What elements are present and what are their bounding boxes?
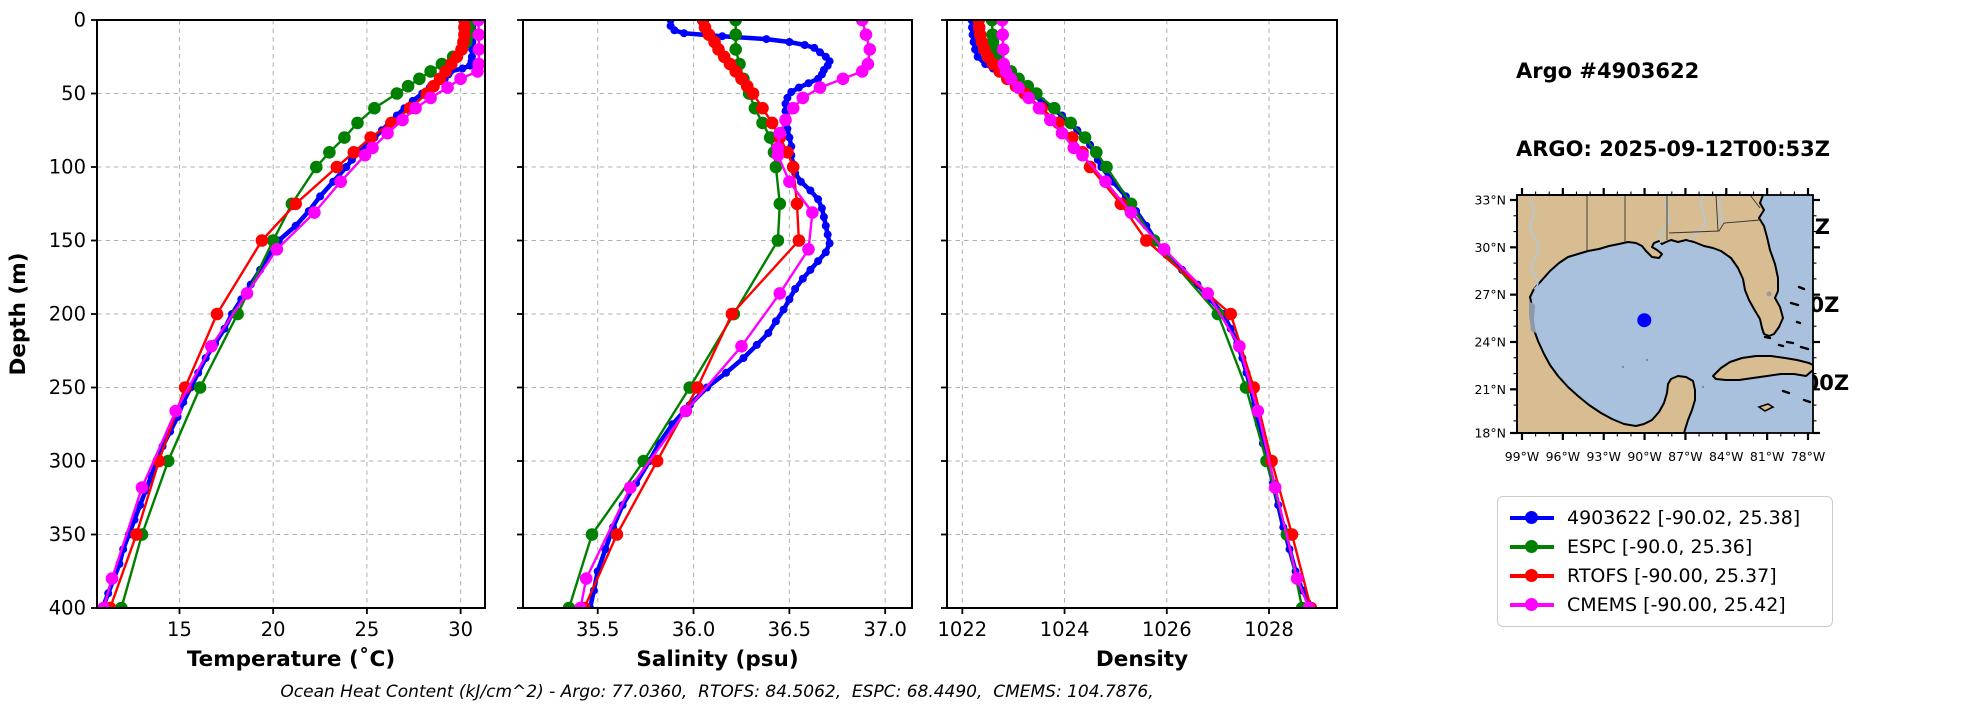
x-tick-label: 36.5 (768, 618, 811, 641)
depth-tick-label: 50 (61, 82, 86, 105)
map-axis-labels: 99°W 96°W 93°W 90°W 87°W 84°W 81°W 78°W 33°N 30°N… (1474, 193, 1825, 465)
depth-tick-label: 0 (74, 9, 86, 32)
map-lon-label: 87°W (1668, 449, 1703, 464)
page-title: Argo #4903622 (1516, 59, 1700, 83)
legend-label: 4903622 [-90.02, 25.38] (1567, 507, 1801, 529)
legend-swatch-cmems (1510, 598, 1554, 611)
depth-tick-label: 150 (49, 229, 86, 252)
x-tick-label: 25 (354, 618, 379, 641)
legend-swatch-rtofs (1510, 569, 1554, 582)
legend-swatch-argo (1510, 511, 1554, 524)
x-tick-label: 15 (167, 618, 192, 641)
legend-item-cmems: CMEMS [-90.00, 25.42] (1510, 593, 1820, 617)
profile-charts-figure: 15 20 25 30050100150200250300350400Temperat… (6, 9, 1338, 702)
panel-frame (96, 19, 486, 609)
axis-label-density: Density (1096, 647, 1188, 672)
map-lon-label: 81°W (1750, 449, 1785, 464)
legend-label: CMEMS [-90.00, 25.42] (1567, 594, 1786, 616)
map-frame (1516, 194, 1814, 434)
gulf-of-mexico-map: 99°W 96°W 93°W 90°W 87°W 84°W 81°W 78°W 33°N 30°N… (1474, 188, 1825, 465)
x-tick-label: 1022 (938, 618, 988, 641)
legend-label: RTOFS [-90.00, 25.37] (1567, 565, 1777, 587)
map-rivers (1528, 194, 1724, 290)
panel-salinity: 35.5 36.0 36.5 37.0 Salinity (psu) (517, 19, 913, 672)
depth-tick-label: 100 (49, 156, 86, 179)
map-lon-label: 93°W (1586, 449, 1621, 464)
map-lat-label: 33°N (1474, 193, 1506, 208)
map-speck (1621, 365, 1625, 369)
timestamp-argo: ARGO: 2025-09-12T00:53Z (1516, 137, 1830, 161)
map-lat-label: 27°N (1474, 287, 1506, 302)
map-city-dot (1766, 291, 1772, 297)
map-land-north-america (1516, 194, 1784, 434)
x-tick-label: 1024 (1040, 618, 1090, 641)
series-4903622-line (969, 20, 1315, 608)
map-lon-label: 96°W (1546, 449, 1581, 464)
depth-tick-label: 400 (49, 597, 86, 620)
depth-tick-label: 250 (49, 376, 86, 399)
float-location-marker (1637, 313, 1652, 328)
map-speck (1645, 358, 1649, 362)
panel-frame (522, 19, 913, 609)
axis-label-depth: Depth (m) (6, 253, 31, 376)
axis-label-temperature: Temperature (˚C) (187, 647, 395, 672)
x-tick-label: 1028 (1244, 618, 1294, 641)
legend-item-rtofs: RTOFS [-90.00, 25.37] (1510, 564, 1820, 588)
depth-tick-label: 200 (49, 303, 86, 326)
series-cmems-markers (574, 20, 877, 608)
x-tick-label: 36.0 (672, 618, 715, 641)
x-tick-label: 1026 (1142, 618, 1192, 641)
panel-temperature: 15 20 25 30050100150200250300350400Temperat… (49, 9, 486, 672)
legend-item-espc: ESPC [-90.0, 25.36] (1510, 535, 1820, 559)
legend-label: ESPC [-90.0, 25.36] (1567, 536, 1753, 558)
legend-box: 4903622 [-90.02, 25.38] ESPC [-90.0, 25.… (1497, 496, 1833, 627)
map-lon-label: 90°W (1627, 449, 1662, 464)
map-lat-label: 21°N (1474, 382, 1506, 397)
map-ticks (1510, 188, 1820, 440)
legend-swatch-espc (1510, 540, 1554, 553)
depth-tick-label: 300 (49, 450, 86, 473)
map-lat-label: 30°N (1474, 240, 1506, 255)
x-tick-label: 35.5 (576, 618, 619, 641)
map-lat-label: 24°N (1474, 334, 1506, 349)
map-lon-label: 78°W (1791, 449, 1826, 464)
x-tick-label: 20 (261, 618, 286, 641)
map-speck (1701, 385, 1705, 389)
map-lon-label: 99°W (1505, 449, 1540, 464)
series-rtofs-markers (103, 20, 471, 608)
series-cmems-markers (995, 20, 1316, 608)
map-lat-label: 18°N (1474, 426, 1506, 441)
x-tick-label: 30 (448, 618, 473, 641)
map-island (1757, 403, 1775, 412)
series-cmems-markers (97, 20, 485, 608)
axis-label-salinity: Salinity (psu) (636, 647, 798, 672)
map-state-borders (1586, 194, 1761, 251)
legend-item-argo: 4903622 [-90.02, 25.38] (1510, 506, 1820, 530)
series-rtofs-markers (578, 20, 806, 608)
panel-density: 1022 1024 1026 1028 Density (938, 19, 1338, 672)
ocean-heat-content-text: Ocean Heat Content (kJ/cm^2) - Argo: 77.… (280, 682, 1153, 702)
map-lagoon (1529, 301, 1536, 333)
map-lon-label: 84°W (1709, 449, 1744, 464)
depth-tick-label: 350 (49, 523, 86, 546)
x-tick-label: 37.0 (863, 618, 906, 641)
map-small-islands (1763, 285, 1812, 404)
